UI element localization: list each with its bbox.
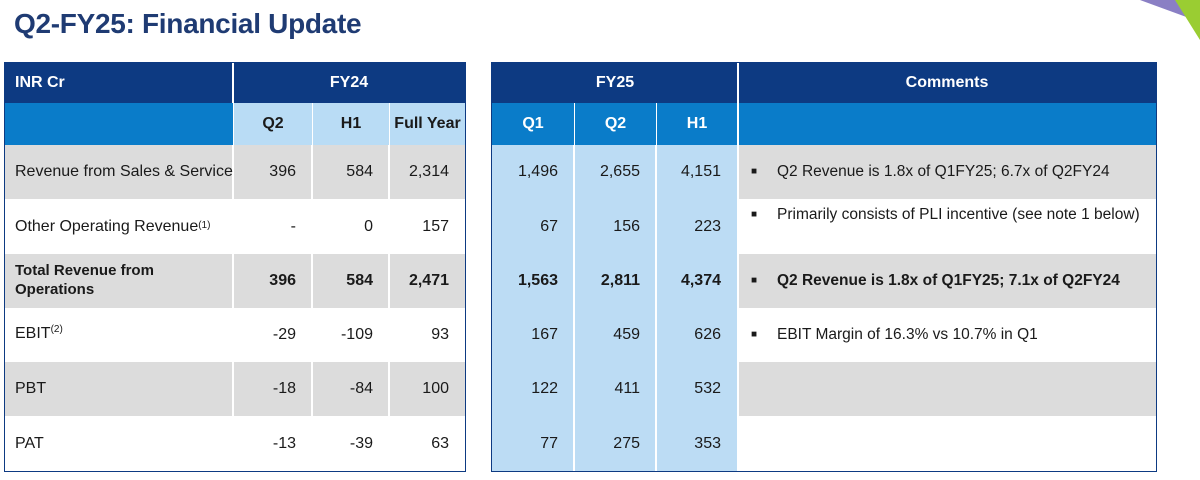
comment-text: Primarily consists of PLI incentive (see… xyxy=(777,206,1140,223)
fy25-q1-value: 1,563 xyxy=(517,272,558,289)
fy25-body-bg xyxy=(492,145,737,471)
fy24-full-year-value: 2,314 xyxy=(408,163,449,180)
row-bg-grey xyxy=(739,254,1156,308)
fy25-q1-value: 167 xyxy=(531,326,558,343)
fy24-full-year-value: 100 xyxy=(422,380,449,397)
row-label: Other Operating Revenue (1) xyxy=(5,199,233,254)
fy24-q2-value: - xyxy=(290,217,296,235)
fy24-h1-value: 584 xyxy=(346,163,373,180)
comment-text: Q2 Revenue is 1.8x of Q1FY25; 6.7x of Q2… xyxy=(777,162,1110,180)
col-fy25-h1: H1 xyxy=(657,103,737,145)
fy24-h1-value: 584 xyxy=(346,272,373,289)
fy24-h1-value: -39 xyxy=(349,434,373,452)
subheader-label-blank xyxy=(5,103,233,145)
fy25-h1-value: 626 xyxy=(694,326,721,343)
col-fy25-q2: Q2 xyxy=(575,103,656,145)
col-fy24-h1: H1 xyxy=(313,103,389,145)
header-divider xyxy=(232,63,234,103)
comments-header: Comments xyxy=(738,63,1156,103)
fy25-q2-value: 2,811 xyxy=(600,272,640,289)
row-label: PBT xyxy=(15,380,47,397)
fy25-q2-value: 411 xyxy=(614,380,640,397)
row-label-text: EBIT xyxy=(15,325,51,342)
fy25-h1-value: 353 xyxy=(694,434,721,452)
col-fy24-q2: Q2 xyxy=(234,103,312,145)
fy24-full-year-value: 93 xyxy=(431,326,449,343)
comment: ■ Primarily consists of PLI incentive (s… xyxy=(739,205,1156,253)
corner-decoration xyxy=(1140,0,1200,40)
fy24-q2-value: 396 xyxy=(269,272,296,289)
fy25-h1-value: 223 xyxy=(694,217,721,235)
column-divider xyxy=(573,145,575,471)
comment-text: EBIT Margin of 16.3% vs 10.7% in Q1 xyxy=(777,325,1038,343)
bullet-icon: ■ xyxy=(751,166,758,177)
row-label: PAT xyxy=(15,434,44,452)
fy25-h1-value: 532 xyxy=(694,380,721,397)
col-fy24-full-year: Full Year xyxy=(390,103,465,145)
fy24-header: FY24 xyxy=(233,63,465,103)
fy24-h1-value: -109 xyxy=(340,326,373,343)
fy25-q2-value: 156 xyxy=(613,217,640,235)
fy25-h1-value: 4,374 xyxy=(680,272,721,289)
fy24-full-year-value: 2,471 xyxy=(408,272,449,289)
header-divider xyxy=(737,63,739,103)
bullet-icon: ■ xyxy=(751,329,758,340)
left-table xyxy=(4,62,466,472)
fy24-h1-value: -84 xyxy=(349,380,373,397)
fy24-q2-value: -29 xyxy=(272,326,296,343)
column-divider xyxy=(655,145,657,471)
row-label-text: Other Operating Revenue xyxy=(15,217,199,235)
comment: ■ EBIT Margin of 16.3% vs 10.7% in Q1 xyxy=(739,308,1156,362)
footnote-marker: (1) xyxy=(198,220,211,232)
fy24-q2-value: 396 xyxy=(269,163,296,180)
column-divider xyxy=(311,145,313,471)
column-divider xyxy=(737,103,739,471)
subheader-comments-blank xyxy=(739,103,1156,145)
fy25-q1-value: 122 xyxy=(531,380,558,397)
column-divider xyxy=(232,145,234,471)
row-label: EBIT (2) xyxy=(5,308,233,362)
fy25-q1-value: 67 xyxy=(540,217,558,235)
fy24-full-year-value: 63 xyxy=(431,434,449,452)
row-label: Total Revenue from Operations xyxy=(15,262,154,298)
fy24-q2-value: -18 xyxy=(272,380,296,397)
fy25-h1-value: 4,151 xyxy=(680,163,721,180)
fy25-q2-value: 275 xyxy=(613,434,640,452)
page-title: Q2-FY25: Financial Update xyxy=(14,8,362,39)
fy25-header: FY25 xyxy=(492,63,738,103)
row-bg-grey xyxy=(739,145,1156,199)
footnote-marker: (2) xyxy=(50,324,63,335)
fy25-q1-value: 1,496 xyxy=(517,163,558,180)
column-divider xyxy=(388,145,390,471)
comment: ■ Q2 Revenue is 1.8x of Q1FY25; 6.7x of … xyxy=(739,145,1156,199)
fy24-h1-value: 0 xyxy=(364,217,373,235)
fy24-q2-value: -13 xyxy=(272,434,296,452)
fy24-full-year-value: 157 xyxy=(422,217,449,235)
row-label: Revenue from Sales & Service xyxy=(15,163,233,180)
fy25-q1-value: 77 xyxy=(540,434,558,452)
fy25-q2-value: 2,655 xyxy=(599,163,640,180)
fy25-q2-value: 459 xyxy=(613,326,640,343)
unit-header: INR Cr xyxy=(5,63,233,103)
comment-text: Q2 Revenue is 1.8x of Q1FY25; 7.1x of Q2… xyxy=(777,271,1120,289)
bullet-icon: ■ xyxy=(751,209,758,220)
comment: ■ Q2 Revenue is 1.8x of Q1FY25; 7.1x of … xyxy=(739,254,1156,308)
bullet-icon: ■ xyxy=(751,275,758,286)
col-fy25-q1: Q1 xyxy=(492,103,574,145)
row-bg-grey xyxy=(739,362,1156,416)
